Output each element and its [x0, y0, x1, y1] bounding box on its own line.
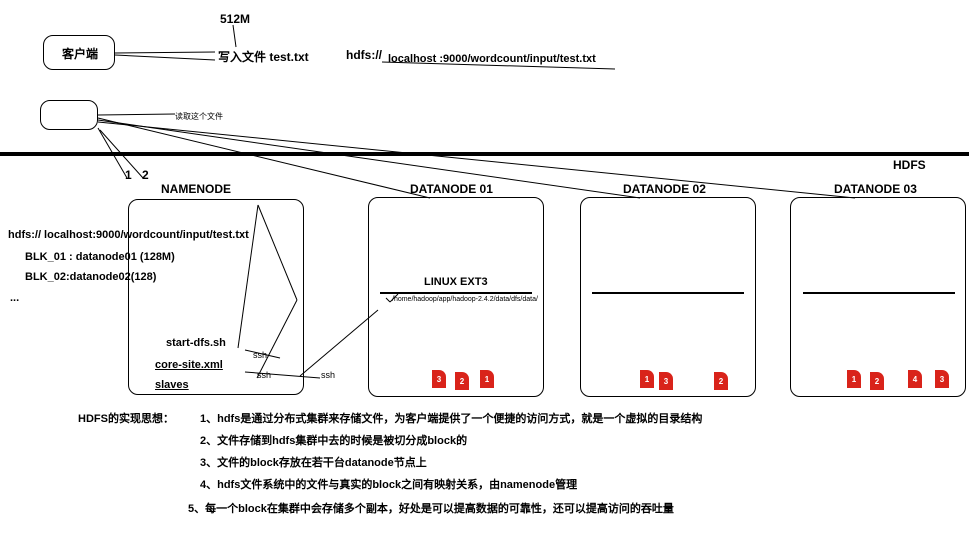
dn2-label: DATANODE 02	[623, 182, 706, 196]
dn3-box	[790, 197, 966, 397]
hdfs-url: localhost :9000/wordcount/input/test.txt	[388, 53, 596, 65]
client-label: 客户端	[62, 45, 98, 62]
notes-header: HDFS的实现思想：	[78, 410, 174, 426]
dn1-line	[380, 292, 532, 294]
small-box	[40, 100, 98, 130]
notes-1: 1、hdfs是通过分布式集群来存储文件，为客户端提供了一个便捷的访问方式，就是一…	[200, 410, 702, 426]
read-label: 读取这个文件	[175, 111, 223, 122]
dn3-label: DATANODE 03	[834, 182, 917, 196]
hdfs-prefix: hdfs://	[346, 48, 382, 62]
ssh2: ssh	[257, 370, 271, 380]
block-d2-0: 1	[640, 370, 654, 388]
block-d1-2: 1	[480, 370, 494, 388]
nn-url: hdfs:// localhost:9000/wordcount/input/t…	[8, 229, 249, 241]
notes-5: 5、每一个block在集群中会存储多个副本，好处是可以提高数据的可靠性，还可以提…	[188, 500, 674, 516]
dn2-box	[580, 197, 756, 397]
label-size: 512M	[220, 12, 250, 26]
block-d3-0: 1	[847, 370, 861, 388]
hdfs-label: HDFS	[893, 158, 926, 172]
ssh1: ssh	[253, 350, 267, 360]
write-label: 写入文件 test.txt	[218, 48, 309, 65]
block-d1-1: 2	[455, 372, 469, 390]
notes-3: 3、文件的block存放在若干台datanode节点上	[200, 454, 427, 470]
block-d1-0: 3	[432, 370, 446, 388]
nn-blk2: BLK_02:datanode02(128)	[25, 271, 156, 283]
step-1: 1	[125, 168, 132, 182]
slaves: slaves	[155, 379, 189, 391]
startdfs: start-dfs.sh	[166, 337, 226, 349]
coresite: core-site.xml	[155, 359, 223, 371]
block-d2-1: 3	[659, 372, 673, 390]
ssh3: ssh	[321, 370, 335, 380]
dn1-path: /home/hadoop/app/hadoop-2.4.2/data/dfs/d…	[392, 296, 538, 303]
nn-dots: ...	[10, 292, 19, 304]
block-d3-2: 4	[908, 370, 922, 388]
hdfs-divider	[0, 152, 969, 156]
dn1-fs: LINUX EXT3	[424, 276, 488, 288]
dn3-line	[803, 292, 955, 294]
block-d3-1: 2	[870, 372, 884, 390]
notes-2: 2、文件存储到hdfs集群中去的时候是被切分成block的	[200, 432, 467, 448]
namenode-label: NAMENODE	[161, 182, 231, 196]
notes-4: 4、hdfs文件系统中的文件与真实的block之间有映射关系，由namenode…	[200, 476, 577, 492]
block-d2-2: 2	[714, 372, 728, 390]
block-d3-3: 3	[935, 370, 949, 388]
dn2-line	[592, 292, 744, 294]
dn1-label: DATANODE 01	[410, 182, 493, 196]
step-2: 2	[142, 168, 149, 182]
nn-blk1: BLK_01 : datanode01 (128M)	[25, 251, 175, 263]
